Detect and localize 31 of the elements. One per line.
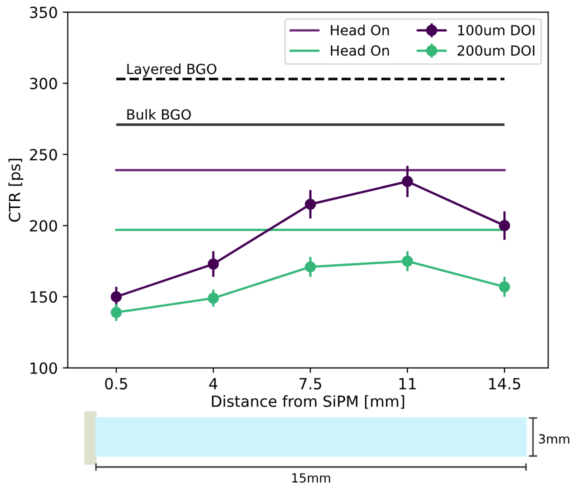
y-tick-label: 250 [30,148,57,160]
y-tick-label: 200 [30,220,57,232]
legend-label: Head On [330,24,389,36]
point [208,258,219,270]
point [110,291,122,302]
point [498,281,510,292]
y-tick-label: 350 [30,6,57,18]
y-axis-title: CTR [ps] [8,158,24,222]
ref-line-label: Layered BGO [127,63,216,77]
point [304,261,316,272]
legend-label: 100um DOI [458,24,534,36]
legend-label: Head On [330,45,389,56]
x-tick-label: 0.5 [105,378,128,390]
point [110,306,122,318]
text: 3mm [538,434,570,444]
text: 15mm [292,473,330,483]
point [498,220,510,232]
y-tick-label: 300 [30,78,57,90]
point [402,256,413,267]
point [208,292,219,304]
x-tick-label: 4 [209,378,218,390]
y-tick-label: 100 [30,362,57,374]
x-axis-title: Distance from SiPM [mm] [212,395,404,409]
point [402,176,413,188]
legend-label: 200um DOI [458,45,534,56]
x-tick-label: 7.5 [299,378,322,390]
point [304,198,316,210]
ref-line-label: Bulk BGO [127,108,191,120]
x-tick-label: 11 [399,378,416,390]
x-tick-label: 14.5 [489,378,520,390]
y-tick-label: 150 [30,291,57,303]
